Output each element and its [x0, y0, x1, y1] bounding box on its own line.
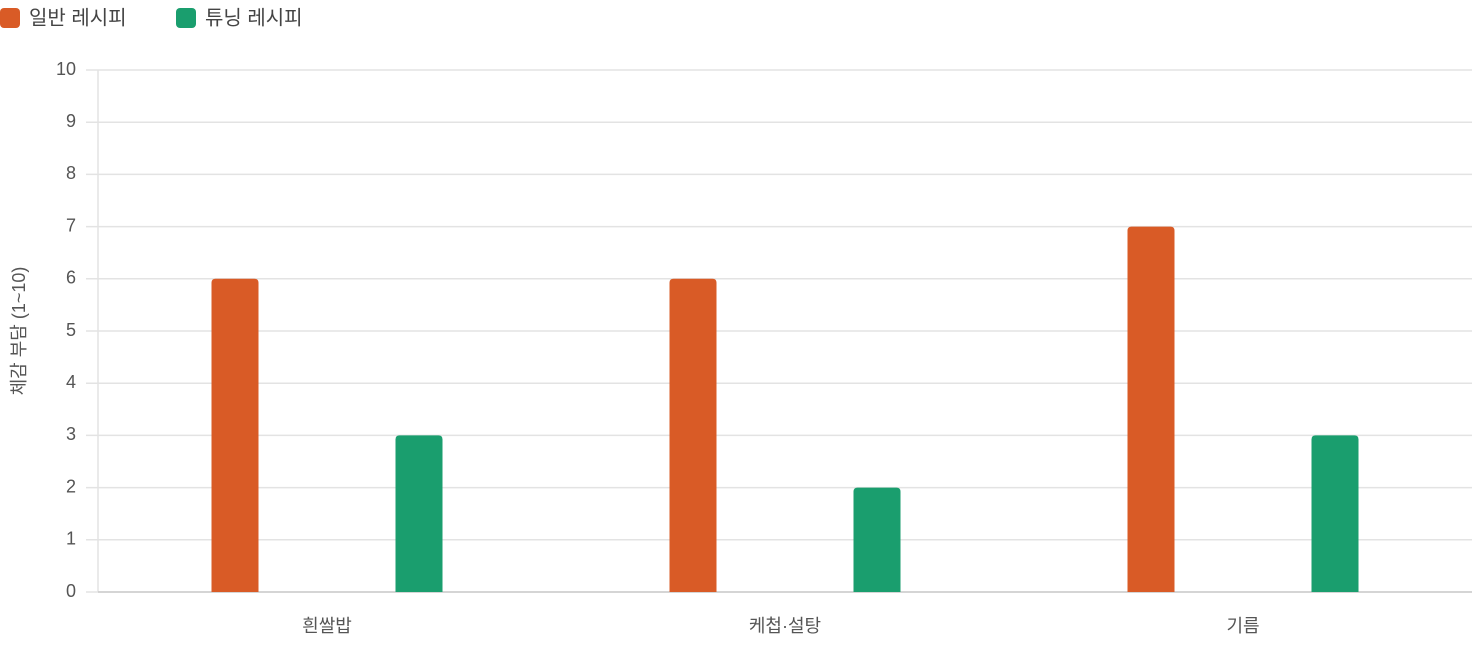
y-tick-label: 1	[66, 529, 76, 549]
legend-label: 일반 레시피	[29, 6, 127, 29]
y-tick-label: 2	[66, 476, 76, 496]
y-tick-label: 4	[66, 372, 76, 392]
legend-swatch	[176, 8, 196, 28]
bar	[1127, 226, 1175, 592]
bar	[853, 487, 901, 592]
y-tick-label: 10	[56, 59, 76, 79]
bar	[669, 278, 717, 592]
y-tick-label: 7	[66, 215, 76, 235]
y-tick-label: 3	[66, 424, 76, 444]
bar	[1311, 435, 1359, 592]
y-tick-label: 8	[66, 163, 76, 183]
x-tick-label: 흰쌀밥	[302, 616, 352, 636]
legend-label: 튜닝 레시피	[205, 6, 303, 29]
bar	[395, 435, 443, 592]
x-tick-label: 케첩·설탕	[749, 616, 821, 636]
bar	[211, 278, 259, 592]
y-tick-label: 6	[66, 268, 76, 288]
y-tick-label: 0	[66, 581, 76, 601]
y-tick-label: 9	[66, 111, 76, 131]
y-tick-label: 5	[66, 320, 76, 340]
x-tick-label: 기름	[1226, 616, 1259, 636]
legend-swatch	[0, 8, 20, 28]
y-axis-label: 체감 부담 (1~10)	[9, 267, 29, 396]
